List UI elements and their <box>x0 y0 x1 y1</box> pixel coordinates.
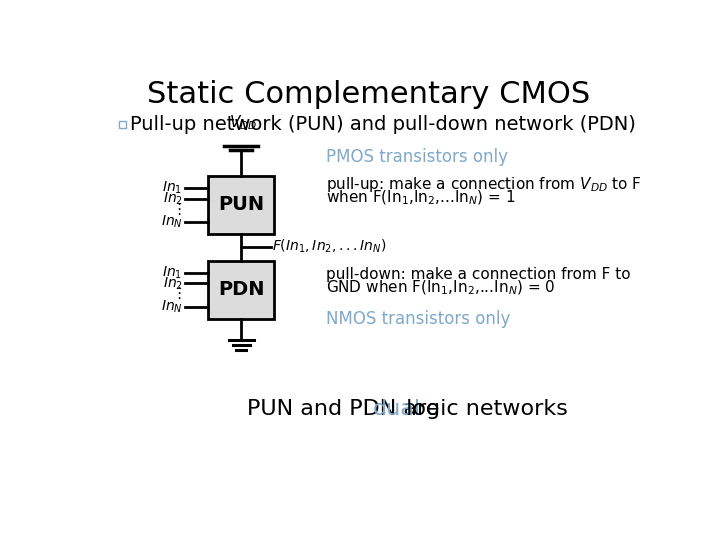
Text: $In_N$: $In_N$ <box>161 299 183 315</box>
Text: when F(In$_1$,In$_2$,...In$_N$) = 1: when F(In$_1$,In$_2$,...In$_N$) = 1 <box>326 189 516 207</box>
Text: GND when F(In$_1$,In$_2$,...In$_N$) = 0: GND when F(In$_1$,In$_2$,...In$_N$) = 0 <box>326 279 556 298</box>
Text: $In_N$: $In_N$ <box>161 214 183 230</box>
Text: NMOS transistors only: NMOS transistors only <box>326 310 510 328</box>
Text: PUN and PDN are: PUN and PDN are <box>248 399 447 419</box>
Text: $F(In_1,In_2,...In_N)$: $F(In_1,In_2,...In_N)$ <box>272 238 387 255</box>
Bar <box>120 121 127 128</box>
Text: pull-down: make a connection from F to: pull-down: make a connection from F to <box>326 267 631 282</box>
Text: $\vdots$: $\vdots$ <box>171 201 181 217</box>
Text: PUN: PUN <box>218 195 264 214</box>
Bar <box>208 176 274 234</box>
Text: $V_{DD}$: $V_{DD}$ <box>228 113 257 132</box>
Text: dual: dual <box>373 399 421 419</box>
Text: $In_1$: $In_1$ <box>163 180 183 196</box>
Text: Pull-up network (PUN) and pull-down network (PDN): Pull-up network (PUN) and pull-down netw… <box>130 114 636 133</box>
Text: PDN: PDN <box>218 280 264 299</box>
Text: $In_2$: $In_2$ <box>163 191 183 207</box>
Text: $In_2$: $In_2$ <box>163 275 183 292</box>
Text: logic networks: logic networks <box>399 399 568 419</box>
Text: PMOS transistors only: PMOS transistors only <box>326 148 508 166</box>
Text: pull-up: make a connection from $V_{DD}$ to F: pull-up: make a connection from $V_{DD}$… <box>326 174 642 194</box>
Text: $\vdots$: $\vdots$ <box>171 286 181 301</box>
Bar <box>208 261 274 319</box>
Text: Static Complementary CMOS: Static Complementary CMOS <box>148 80 590 109</box>
Text: $In_1$: $In_1$ <box>163 265 183 281</box>
